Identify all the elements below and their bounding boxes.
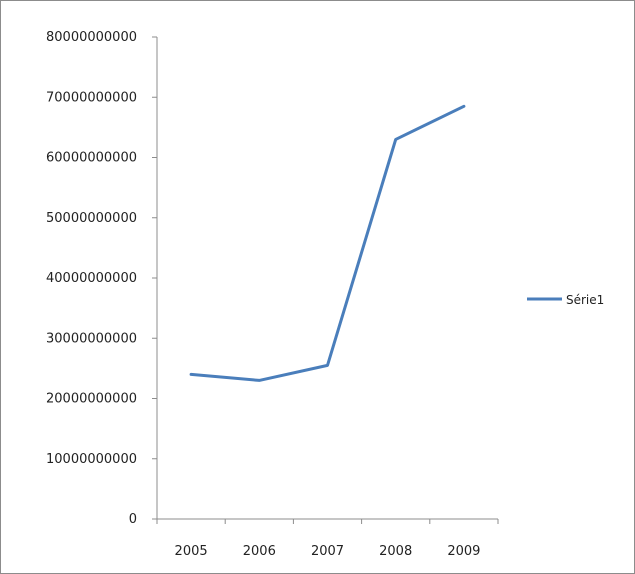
y-tick-label: 10000000000 (46, 452, 137, 467)
x-axis: 2005 2006 2007 2008 2009 (156, 518, 499, 559)
y-tick-label: 70000000000 (46, 90, 137, 105)
x-tick-label: 2006 (243, 544, 276, 559)
y-tick-label: 30000000000 (46, 331, 137, 346)
legend-label-serie1: Série1 (566, 293, 604, 307)
x-tick-label: 2009 (447, 544, 480, 559)
x-tick-label: 2008 (379, 544, 412, 559)
y-tick-label: 0 (129, 512, 137, 527)
series-layer (189, 104, 466, 382)
y-tick-label: 60000000000 (46, 151, 137, 166)
legend: Série1 (527, 293, 604, 307)
x-tick-label: 2005 (175, 544, 208, 559)
y-tick-label: 40000000000 (46, 271, 137, 286)
y-tick-label: 80000000000 (46, 30, 137, 45)
y-tick-label: 20000000000 (46, 392, 137, 407)
y-axis: 0 10000000000 20000000000 30000000000 400000… (46, 30, 158, 527)
y-tick-label: 50000000000 (46, 211, 137, 226)
x-tick-label: 2007 (311, 544, 344, 559)
series-line-1 (189, 104, 466, 382)
